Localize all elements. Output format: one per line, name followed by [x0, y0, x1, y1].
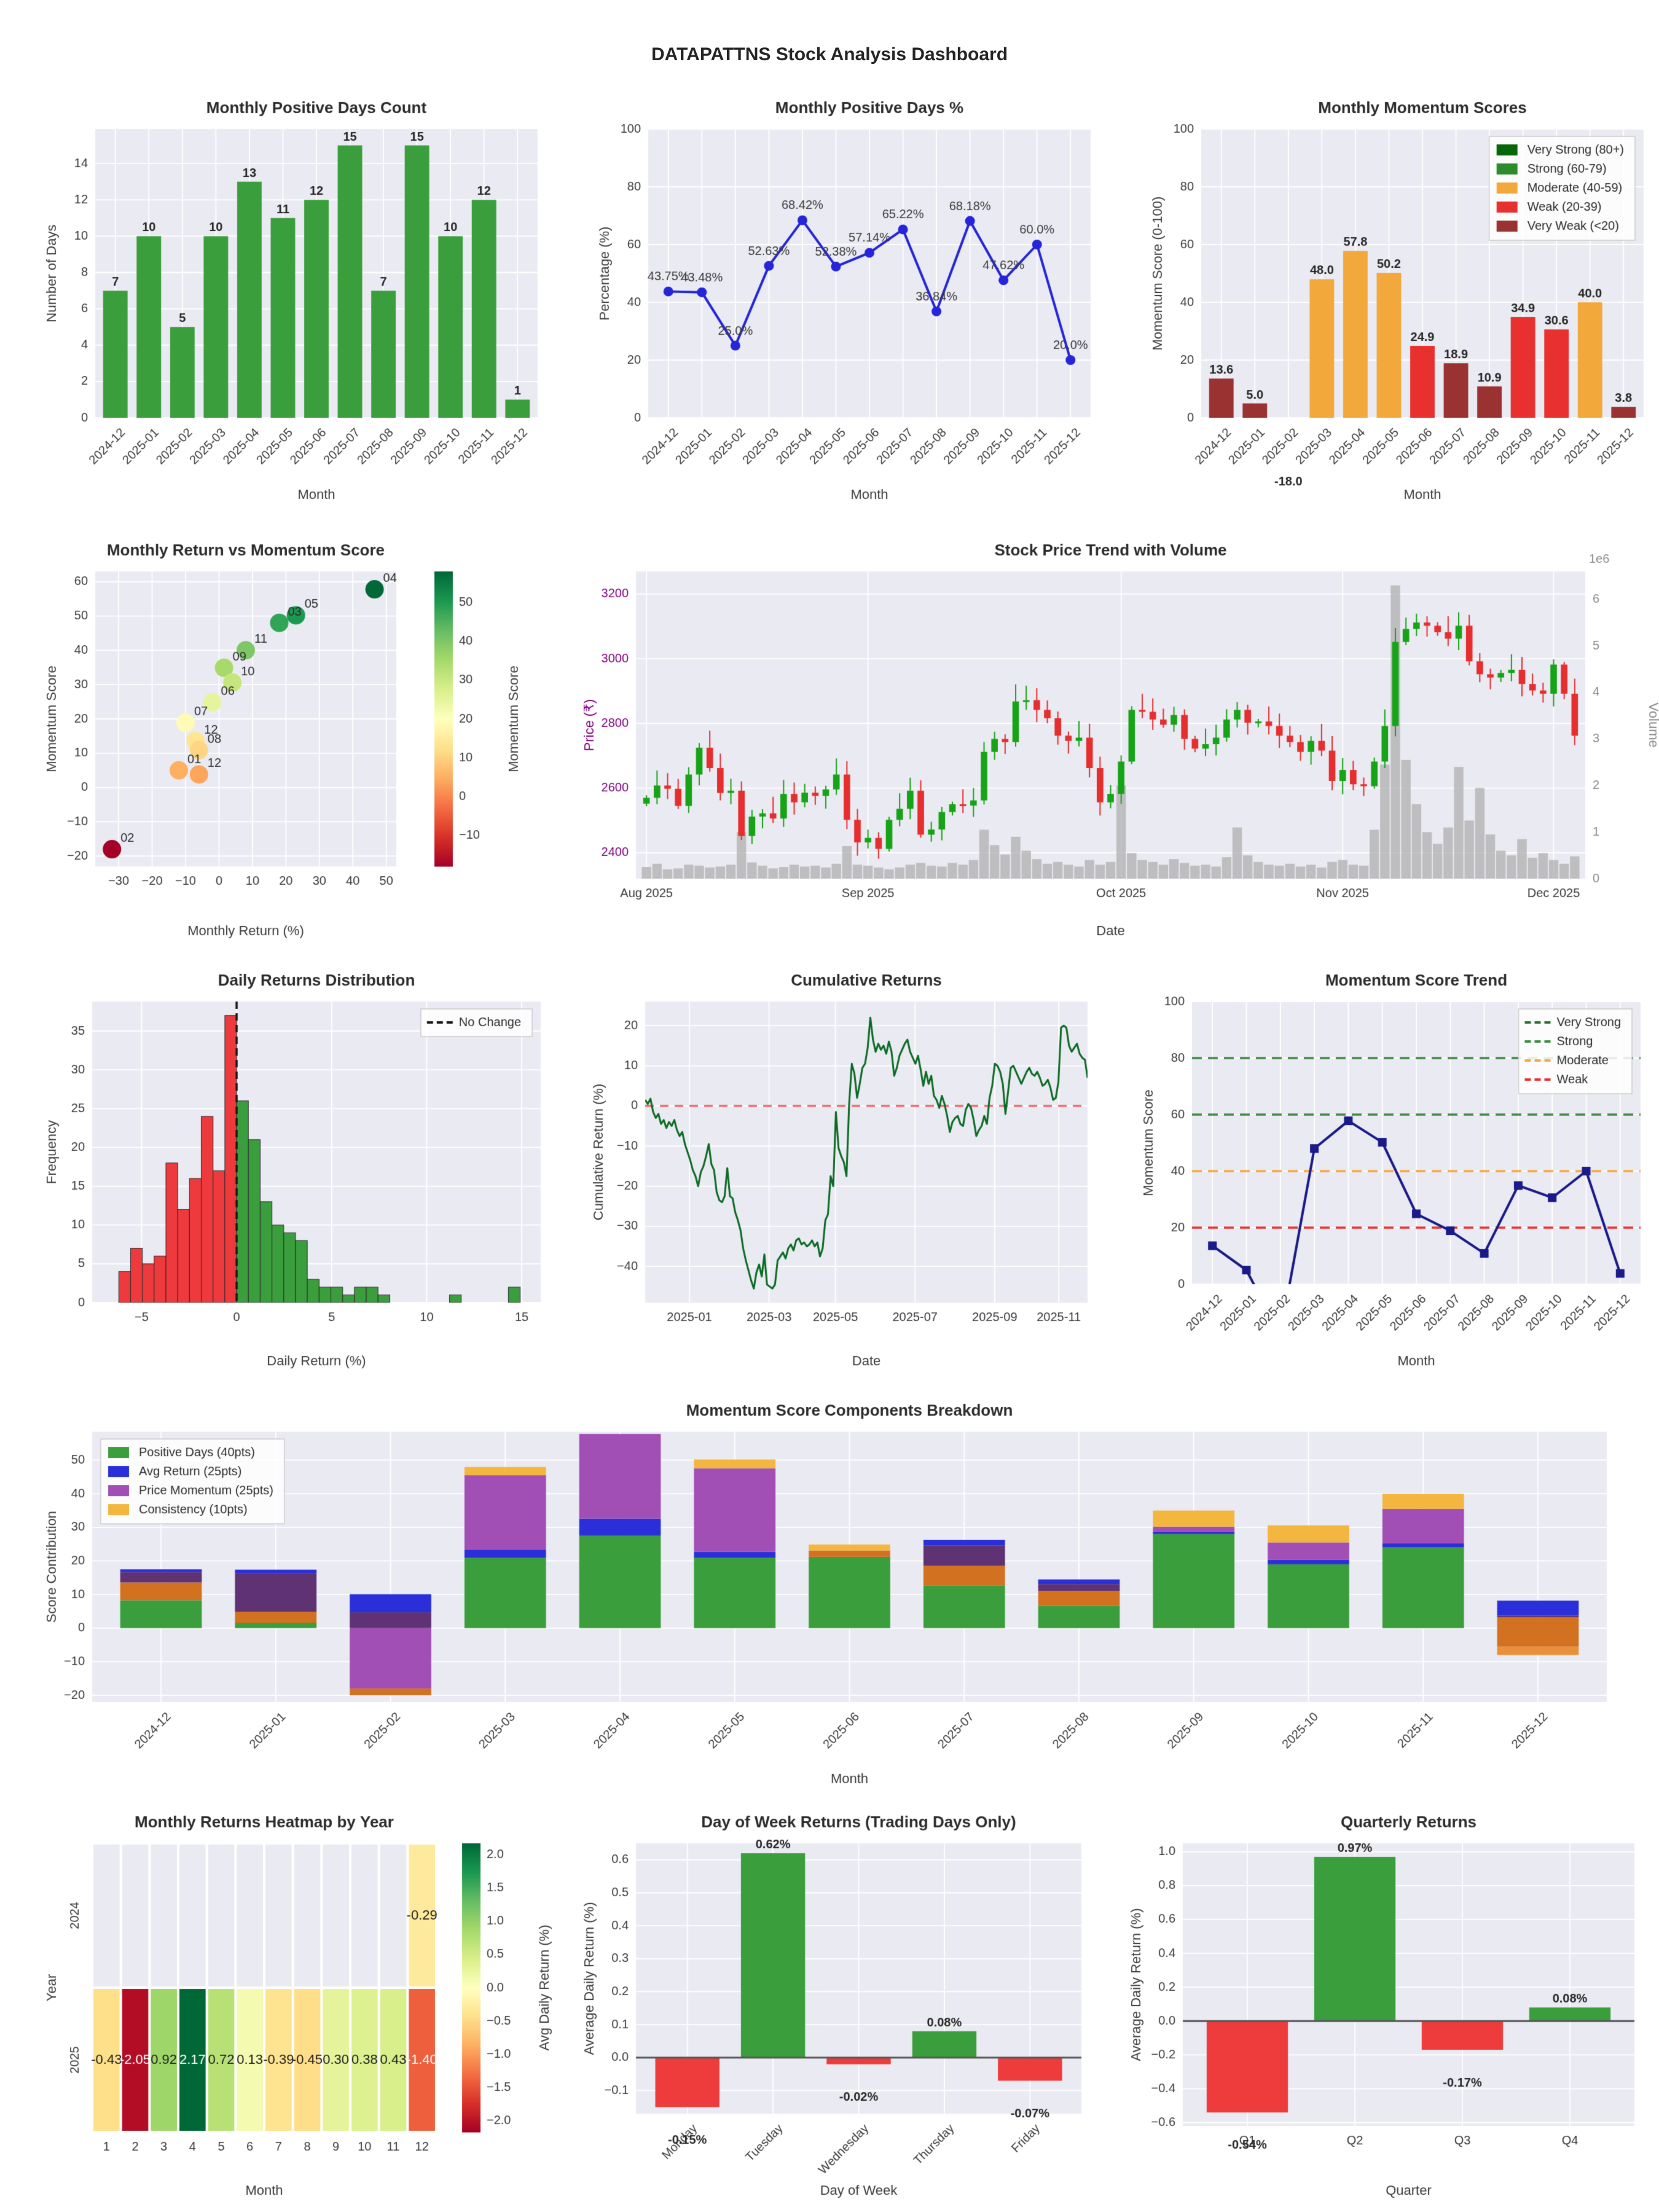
chart-cumulative-returns [581, 959, 1103, 1376]
dashboard-title: DATAPATTNS Stock Analysis Dashboard [651, 44, 1008, 65]
chart-returns-distribution [34, 959, 556, 1376]
chart-components [34, 1389, 1631, 1794]
chart-positive-pct [587, 86, 1109, 510]
chart-quarterly [1118, 1800, 1653, 2206]
chart-heatmap [34, 1800, 562, 2206]
chart-price-volume [571, 528, 1659, 946]
chart-return-vs-momentum [34, 528, 544, 946]
chart-momentum-trend [1131, 959, 1659, 1376]
chart-day-of-week [571, 1800, 1100, 2206]
chart-positive-days [34, 86, 556, 510]
chart-momentum-scores [1140, 86, 1659, 510]
